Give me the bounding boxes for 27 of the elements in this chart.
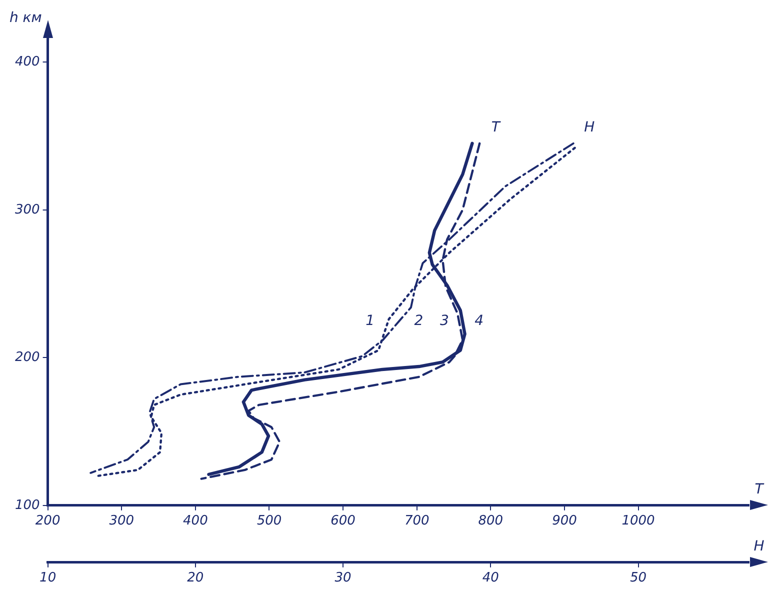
x2-tick-label: 40 [482, 570, 499, 586]
series-label: 4 [474, 313, 484, 330]
y-tick-label: 100 [14, 498, 40, 513]
x-tick-label: 800 [478, 514, 504, 529]
x2-tick-label: 10 [40, 570, 56, 586]
x-tick-label: 500 [256, 514, 282, 529]
x-tick-label: 200 [35, 514, 60, 529]
y-tick-label: 200 [14, 350, 40, 366]
x-tick-label: 1000 [622, 514, 655, 529]
y-tick-label: 400 [14, 54, 40, 70]
x-tick-label: 700 [404, 514, 430, 529]
x-tick-label: 900 [552, 514, 577, 529]
x2-tick-label: 50 [630, 570, 647, 586]
y-axis-title: h км [9, 10, 42, 26]
annotation: T [491, 119, 502, 136]
x2-axis-title: H [754, 538, 765, 554]
x-tick-label: 400 [183, 514, 208, 529]
x-axis-title: T [754, 481, 765, 498]
x2-tick-label: 30 [334, 570, 352, 586]
y-tick-label: 300 [14, 202, 40, 218]
series-label: 2 [414, 313, 424, 330]
annotation: H [584, 119, 596, 136]
x-tick-label: 600 [330, 514, 356, 529]
x-tick-label: 300 [109, 514, 134, 529]
x2-tick-label: 20 [187, 570, 204, 586]
series-label: 1 [366, 313, 374, 330]
series-label: 3 [440, 313, 449, 330]
